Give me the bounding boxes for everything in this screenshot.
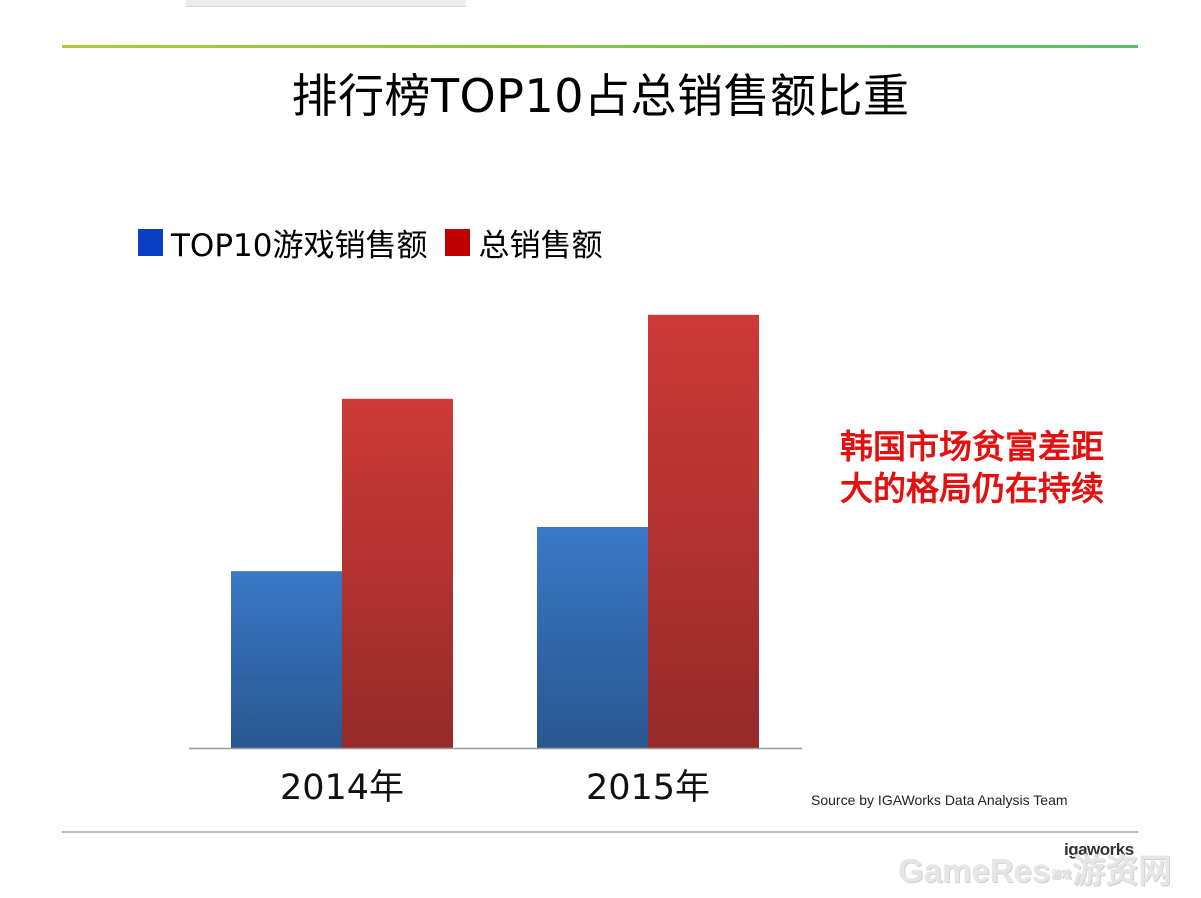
bar-top10-1 xyxy=(231,571,342,748)
bar-total-1 xyxy=(342,398,453,748)
callout-line-1: 韩国市场贫富差距 xyxy=(840,427,1104,466)
top-tab-decoration xyxy=(186,0,466,7)
bottom-divider xyxy=(62,831,1138,833)
watermark-en: GameRes xyxy=(898,852,1051,889)
legend-item-top10: TOP10游戏销售额 xyxy=(138,220,427,265)
bar-top10-2 xyxy=(537,527,648,748)
source-note: Source by IGAWorks Data Analysis Team xyxy=(811,792,1068,808)
bar-total-2 xyxy=(648,314,759,748)
legend-swatch-total xyxy=(445,228,471,256)
legend-swatch-top10 xyxy=(138,228,163,256)
watermark: GameRes游戏游资网 xyxy=(898,844,1171,892)
page-title: 排行榜TOP10占总销售额比重 xyxy=(291,69,910,123)
x-tick-label-1: 2014年 xyxy=(280,768,404,808)
x-tick-label-2: 2015年 xyxy=(586,768,710,808)
watermark-sep: 游戏 xyxy=(1051,869,1072,881)
igaworks-logo: igaworks xyxy=(1064,840,1134,859)
watermark-cn: 游资网 xyxy=(1072,852,1172,889)
callout-text: 韩国市场贫富差距 大的格局仍在持续 xyxy=(840,426,1140,510)
top-divider xyxy=(62,45,1138,48)
chart-legend: TOP10游戏销售额 总销售额 xyxy=(138,220,620,265)
legend-item-total: 总销售额 xyxy=(445,220,602,265)
legend-label-top10: TOP10游戏销售额 xyxy=(171,227,428,264)
legend-label-total: 总销售额 xyxy=(478,227,603,264)
callout-line-2: 大的格局仍在持续 xyxy=(840,469,1104,508)
